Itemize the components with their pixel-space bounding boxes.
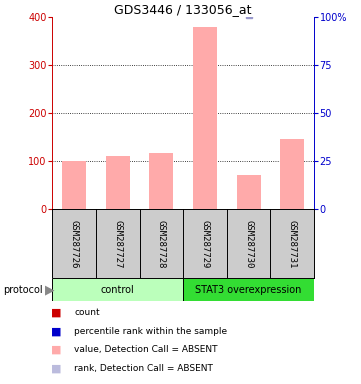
Text: percentile rank within the sample: percentile rank within the sample bbox=[74, 327, 227, 336]
Text: control: control bbox=[101, 285, 135, 295]
Text: ■: ■ bbox=[51, 326, 61, 336]
Text: GSM287726: GSM287726 bbox=[70, 220, 79, 268]
Bar bbox=[149, 153, 173, 209]
Text: ▶: ▶ bbox=[45, 283, 55, 296]
Text: GSM287727: GSM287727 bbox=[113, 220, 122, 268]
Text: ■: ■ bbox=[51, 363, 61, 373]
Text: count: count bbox=[74, 308, 100, 318]
Text: value, Detection Call = ABSENT: value, Detection Call = ABSENT bbox=[74, 345, 218, 354]
Text: ■: ■ bbox=[51, 308, 61, 318]
Bar bbox=[52, 278, 183, 301]
Text: ■: ■ bbox=[51, 345, 61, 355]
Text: GSM287728: GSM287728 bbox=[157, 220, 166, 268]
Text: GSM287731: GSM287731 bbox=[288, 220, 297, 268]
Text: rank, Detection Call = ABSENT: rank, Detection Call = ABSENT bbox=[74, 364, 213, 373]
Text: protocol: protocol bbox=[4, 285, 43, 295]
Bar bbox=[62, 161, 86, 209]
Bar bbox=[106, 157, 130, 209]
Text: STAT3 overexpression: STAT3 overexpression bbox=[195, 285, 302, 295]
Title: GDS3446 / 133056_at: GDS3446 / 133056_at bbox=[114, 3, 252, 16]
Bar bbox=[193, 27, 217, 209]
Text: GSM287730: GSM287730 bbox=[244, 220, 253, 268]
Bar bbox=[280, 139, 304, 209]
Text: GSM287729: GSM287729 bbox=[200, 220, 209, 268]
Bar bbox=[237, 175, 261, 209]
Bar bbox=[183, 278, 314, 301]
